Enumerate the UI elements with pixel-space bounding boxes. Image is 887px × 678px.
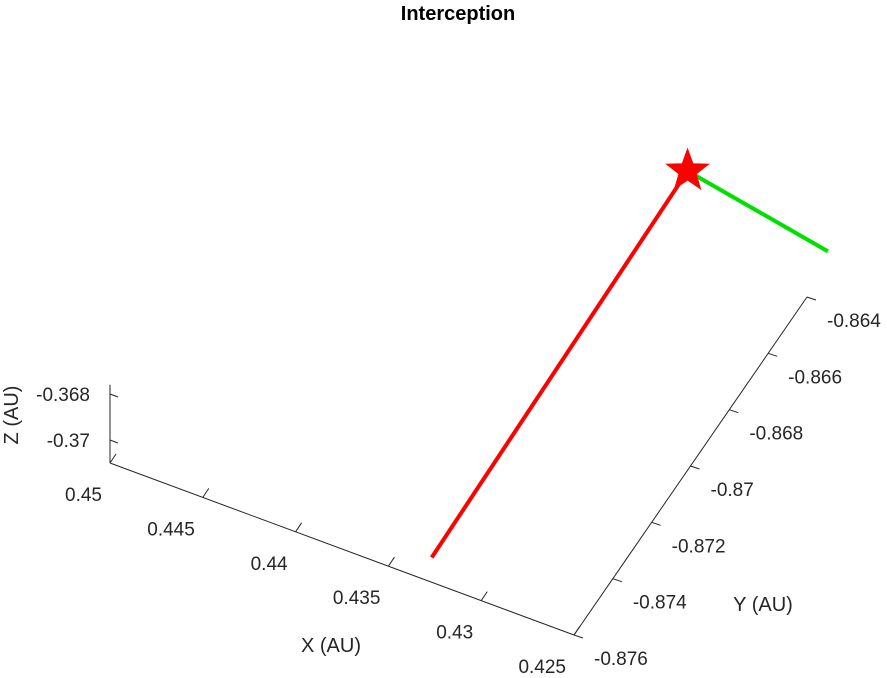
y-tick — [729, 409, 739, 414]
x-tick — [480, 591, 488, 601]
z-axis-label: Z (AU) — [1, 386, 23, 445]
marker-group — [665, 147, 710, 191]
y-tick-label: -0.87 — [711, 480, 754, 501]
x-tick-label: 0.435 — [333, 588, 381, 609]
y-axis-label: Y (AU) — [733, 594, 793, 616]
x-tick-label: 0.45 — [65, 485, 102, 506]
x-tick-label: 0.44 — [251, 554, 288, 575]
series-line-0 — [430, 169, 690, 559]
series-line-1 — [686, 169, 829, 254]
x-axis-label: X (AU) — [301, 635, 361, 657]
x-tick — [387, 556, 395, 567]
x-tick — [295, 522, 303, 533]
z-tick-label: -0.368 — [36, 385, 90, 406]
chart-title: Interception — [401, 3, 515, 25]
x-tick-label: 0.425 — [518, 657, 566, 678]
x-axis-line — [109, 462, 575, 636]
x-tick-label: 0.445 — [147, 519, 195, 540]
z-tick — [109, 393, 119, 398]
y-tick-label: -0.876 — [594, 649, 648, 670]
y-tick-label: -0.874 — [633, 593, 687, 614]
y-tick-label: -0.866 — [788, 367, 842, 388]
y-tick-label: -0.872 — [672, 536, 726, 557]
y-tick — [612, 578, 622, 583]
x-tick-label: 0.43 — [436, 623, 473, 644]
z-tick-label: -0.37 — [47, 431, 90, 452]
x-tick — [109, 453, 117, 464]
star-marker-0 — [665, 147, 710, 191]
y-tick — [806, 296, 817, 301]
y-tick — [651, 521, 661, 526]
y-tick-label: -0.864 — [827, 311, 881, 332]
y-tick — [690, 465, 700, 470]
x-tick — [573, 625, 581, 636]
y-tick-label: -0.868 — [749, 424, 803, 445]
series-group — [430, 169, 829, 559]
z-tick — [109, 439, 119, 444]
axes-group: 0.45 0.445 0.44 0.435 0.43 0.425 -0.876 -0.874 -… — [36, 296, 881, 678]
y-tick — [573, 634, 584, 639]
x-tick — [202, 488, 210, 498]
y-tick — [768, 352, 778, 357]
